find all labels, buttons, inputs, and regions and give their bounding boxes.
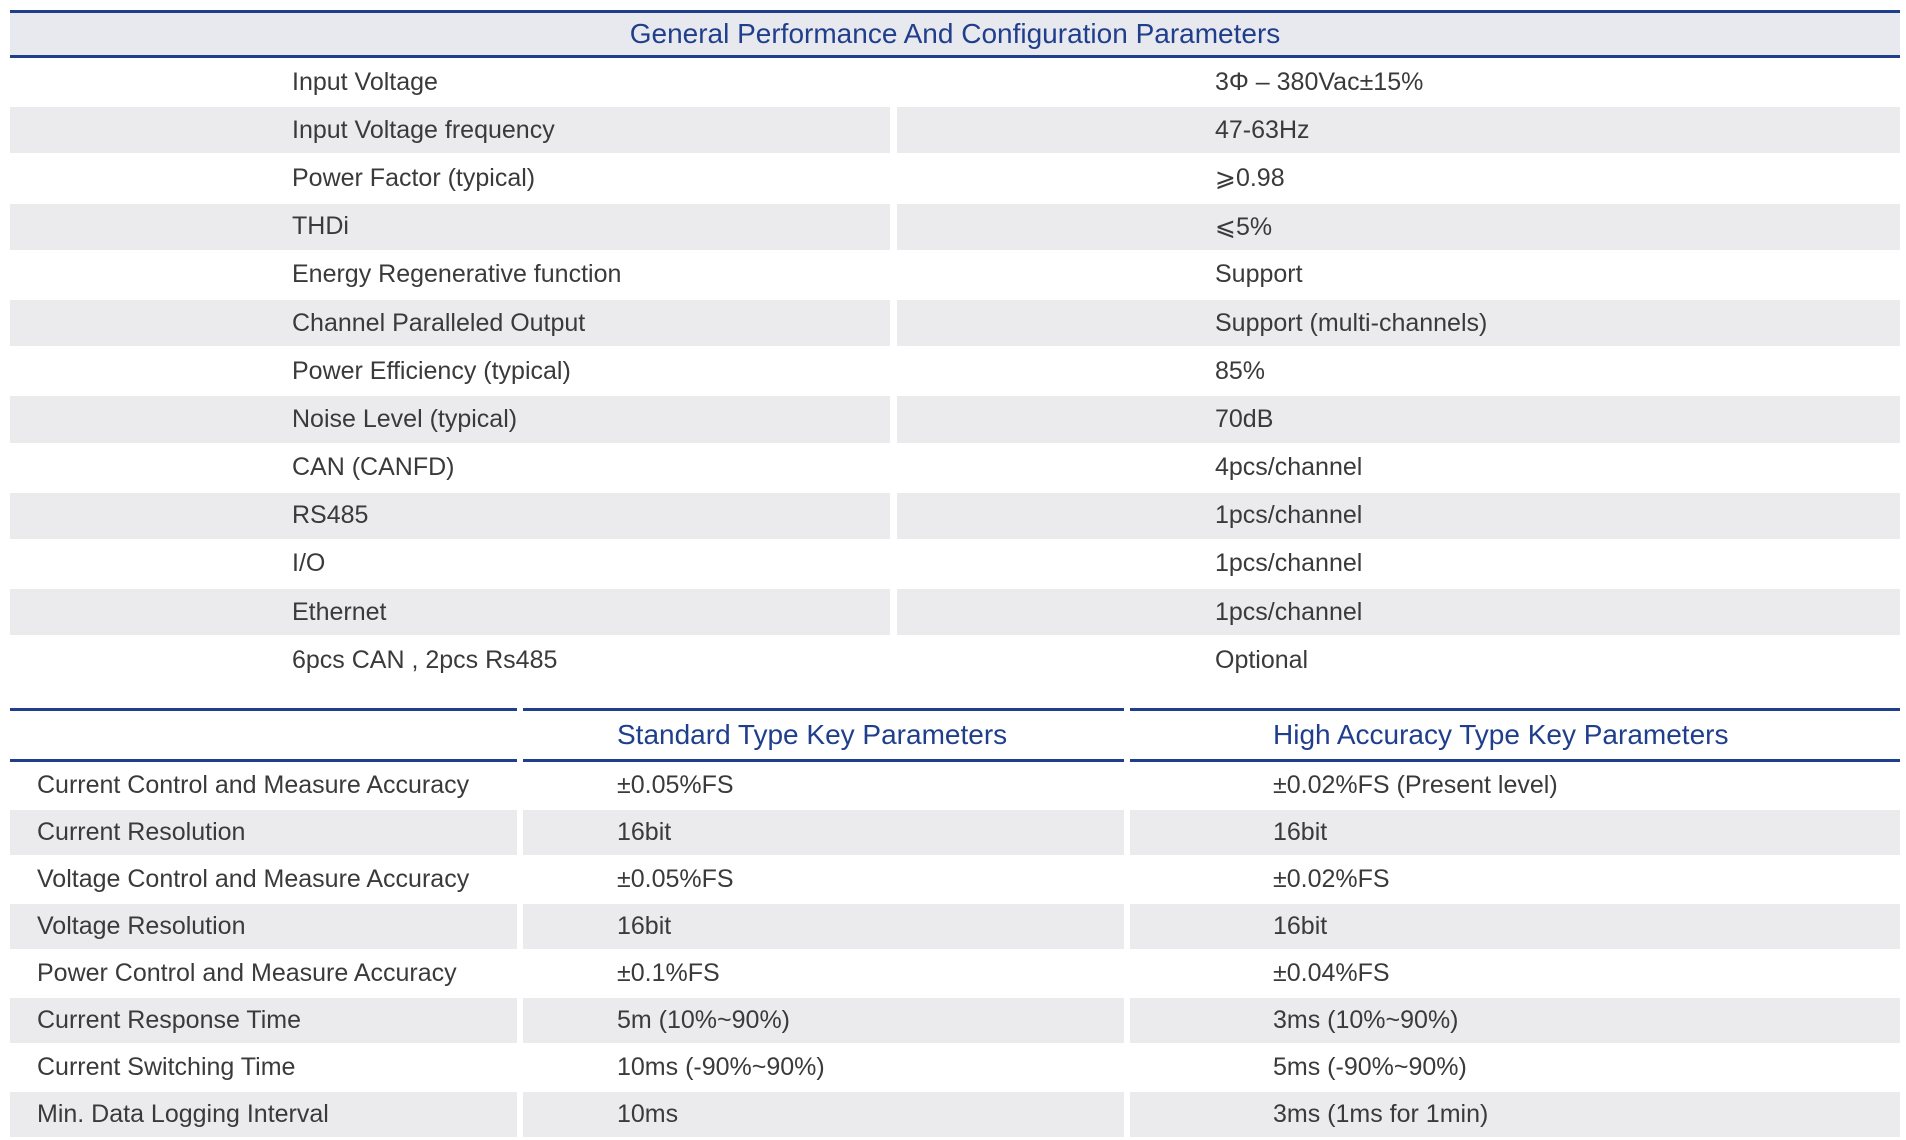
- table-row: Voltage Control and Measure Accuracy ±0.0…: [10, 856, 1900, 903]
- parameter-value: ⩾0.98: [1215, 164, 1285, 193]
- parameter-name: THDi: [10, 203, 890, 250]
- table-row: RS485 1pcs/channel: [10, 492, 1900, 540]
- general-parameters-table: General Performance And Configuration Pa…: [10, 10, 1900, 684]
- table-row: 6pcs CAN , 2pcs Rs485 Optional: [10, 636, 1900, 684]
- table-row: Power Efficiency (typical) 85%: [10, 347, 1900, 395]
- parameter-name: Current Resolution: [10, 810, 517, 855]
- standard-value: 10ms (-90%~90%): [617, 1053, 825, 1081]
- table-row: Current Control and Measure Accuracy ±0.0…: [10, 762, 1900, 809]
- standard-value: ±0.1%FS: [617, 959, 720, 987]
- high-accuracy-value: 3ms (10%~90%): [1130, 998, 1900, 1043]
- table-row: Noise Level (typical) 70dB: [10, 395, 1900, 443]
- table-row: Power Control and Measure Accuracy ±0.1%F…: [10, 950, 1900, 997]
- parameter-name: Ethernet: [10, 589, 890, 636]
- high-accuracy-value: 16bit: [1130, 904, 1900, 949]
- table-row: THDi ⩽5%: [10, 203, 1900, 251]
- parameter-name: Noise Level (typical): [10, 396, 890, 443]
- high-accuracy-value: ±0.02%FS (Present level): [1273, 771, 1558, 799]
- parameter-value: 85%: [1215, 356, 1266, 385]
- parameter-name: Energy Regenerative function: [292, 260, 622, 289]
- parameter-name: Input Voltage frequency: [10, 107, 890, 154]
- key-parameters-header: Standard Type Key Parameters High Accura…: [10, 708, 1900, 762]
- high-accuracy-value: 5ms (-90%~90%): [1273, 1053, 1467, 1081]
- standard-value: ±0.05%FS: [617, 865, 734, 893]
- key-parameters-table: Standard Type Key Parameters High Accura…: [10, 708, 1900, 1138]
- high-accuracy-value: 16bit: [1130, 810, 1900, 855]
- parameter-name: Min. Data Logging Interval: [10, 1092, 517, 1137]
- parameter-name: Current Response Time: [10, 998, 517, 1043]
- parameter-value: 47-63Hz: [897, 107, 1900, 154]
- parameter-value: Support: [1215, 260, 1303, 289]
- table-row: Input Voltage 3Φ – 380Vac±15%: [10, 58, 1900, 106]
- parameter-name: Power Control and Measure Accuracy: [37, 959, 457, 987]
- high-accuracy-value: 3ms (1ms for 1min): [1130, 1092, 1900, 1137]
- general-parameters-body: Input Voltage 3Φ – 380Vac±15% Input Voltag…: [10, 58, 1900, 684]
- table-row: Input Voltage frequency 47-63Hz: [10, 106, 1900, 154]
- table-row: Energy Regenerative function Support: [10, 251, 1900, 299]
- header-high-accuracy-type: High Accuracy Type Key Parameters: [1130, 708, 1900, 762]
- parameter-value: 1pcs/channel: [897, 589, 1900, 636]
- table-row: Channel Paralleled Output Support (multi-…: [10, 299, 1900, 347]
- high-accuracy-value: ±0.04%FS: [1273, 959, 1390, 987]
- standard-value: 5m (10%~90%): [523, 998, 1124, 1043]
- general-parameters-title: General Performance And Configuration Pa…: [629, 18, 1281, 49]
- parameter-name: Voltage Control and Measure Accuracy: [37, 865, 470, 893]
- parameter-value: 4pcs/channel: [1215, 453, 1363, 482]
- table-row: CAN (CANFD) 4pcs/channel: [10, 444, 1900, 492]
- table-row: Voltage Resolution 16bit 16bit: [10, 903, 1900, 950]
- standard-value: ±0.05%FS: [617, 771, 734, 799]
- header-parameter-column: [10, 708, 517, 762]
- parameter-name: Power Efficiency (typical): [292, 356, 571, 385]
- parameter-name: CAN (CANFD): [292, 453, 455, 482]
- parameter-name: 6pcs CAN , 2pcs Rs485: [292, 645, 558, 674]
- parameter-name: Input Voltage: [292, 67, 438, 96]
- parameter-value: 70dB: [897, 396, 1900, 443]
- parameter-value: Optional: [1215, 645, 1309, 674]
- standard-value: 16bit: [523, 904, 1124, 949]
- table-row: Current Switching Time 10ms (-90%~90%) 5ms…: [10, 1044, 1900, 1091]
- standard-value: 16bit: [523, 810, 1124, 855]
- high-accuracy-value: ±0.02%FS: [1273, 865, 1390, 893]
- parameter-name: Channel Paralleled Output: [10, 299, 890, 347]
- key-parameters-body: Current Control and Measure Accuracy ±0.0…: [10, 762, 1900, 1138]
- table-row: Current Resolution 16bit 16bit: [10, 809, 1900, 856]
- header-standard-type: Standard Type Key Parameters: [523, 708, 1124, 762]
- parameter-name: I/O: [292, 549, 326, 578]
- parameter-value: Support (multi-channels): [897, 299, 1900, 347]
- parameter-value: 1pcs/channel: [1215, 549, 1363, 578]
- general-parameters-header: General Performance And Configuration Pa…: [10, 10, 1900, 58]
- parameter-name: Voltage Resolution: [10, 904, 517, 949]
- parameter-value: ⩽5%: [897, 203, 1900, 250]
- parameter-value: 1pcs/channel: [897, 492, 1900, 539]
- parameter-value: 3Φ – 380Vac±15%: [1215, 67, 1424, 96]
- table-row: Min. Data Logging Interval 10ms 3ms (1ms f…: [10, 1091, 1900, 1138]
- table-row: Power Factor (typical) ⩾0.98: [10, 154, 1900, 202]
- parameter-name: Power Factor (typical): [292, 163, 536, 192]
- standard-value: 10ms: [523, 1092, 1124, 1137]
- parameter-name: Current Control and Measure Accuracy: [37, 771, 470, 799]
- parameter-name: RS485: [10, 492, 890, 539]
- table-row: I/O 1pcs/channel: [10, 540, 1900, 588]
- table-row: Ethernet 1pcs/channel: [10, 588, 1900, 636]
- table-row: Current Response Time 5m (10%~90%) 3ms (10…: [10, 997, 1900, 1044]
- parameter-name: Current Switching Time: [37, 1053, 296, 1081]
